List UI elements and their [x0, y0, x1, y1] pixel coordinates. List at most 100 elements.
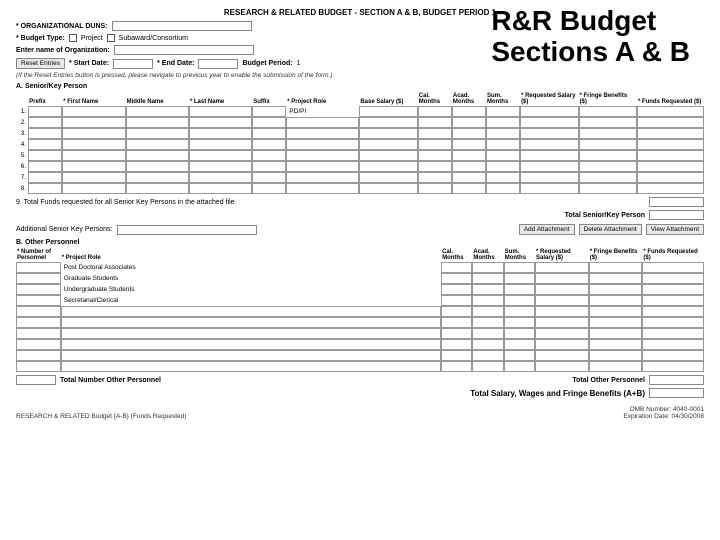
sum-months-input[interactable] — [504, 339, 535, 350]
prefix-input[interactable] — [28, 172, 62, 183]
fringe-input[interactable] — [579, 106, 637, 117]
cal-months-input[interactable] — [441, 262, 472, 273]
acad-months-input[interactable] — [472, 306, 503, 317]
sum-months-input[interactable] — [504, 328, 535, 339]
req-salary-input[interactable] — [535, 328, 589, 339]
role-input[interactable] — [61, 339, 441, 350]
middle-name-input[interactable] — [126, 106, 189, 117]
funds-input[interactable] — [637, 172, 704, 183]
sum-months-input[interactable] — [504, 284, 535, 295]
middle-name-input[interactable] — [126, 128, 189, 139]
reset-button[interactable]: Reset Entries — [16, 58, 65, 69]
suffix-input[interactable] — [252, 106, 286, 117]
cal-months-input[interactable] — [418, 128, 452, 139]
cal-months-input[interactable] — [441, 328, 472, 339]
role-input[interactable] — [286, 128, 359, 139]
org-name-input[interactable] — [114, 45, 254, 55]
funds-input[interactable] — [637, 128, 704, 139]
duns-input[interactable] — [112, 21, 252, 31]
fringe-input[interactable] — [579, 139, 637, 150]
acad-months-input[interactable] — [452, 183, 486, 194]
funds-input[interactable] — [637, 161, 704, 172]
num-personnel-input[interactable] — [16, 328, 61, 339]
funds-input[interactable] — [637, 117, 704, 128]
acad-months-input[interactable] — [452, 128, 486, 139]
view-attachment-button[interactable]: View Attachment — [646, 224, 704, 235]
fringe-input[interactable] — [589, 262, 643, 273]
suffix-input[interactable] — [252, 172, 286, 183]
req-salary-input[interactable] — [520, 183, 578, 194]
fringe-input[interactable] — [579, 150, 637, 161]
num-personnel-input[interactable] — [16, 339, 61, 350]
req-salary-input[interactable] — [520, 106, 578, 117]
prefix-input[interactable] — [28, 128, 62, 139]
req-salary-input[interactable] — [535, 350, 589, 361]
cal-months-input[interactable] — [441, 295, 472, 306]
funds-input[interactable] — [637, 183, 704, 194]
last-name-input[interactable] — [189, 117, 252, 128]
prefix-input[interactable] — [28, 139, 62, 150]
sum-months-input[interactable] — [486, 172, 520, 183]
funds-input[interactable] — [642, 361, 704, 372]
start-date-input[interactable] — [113, 59, 153, 69]
add-attachment-button[interactable]: Add Attachment — [519, 224, 575, 235]
prefix-input[interactable] — [28, 106, 62, 117]
funds-input[interactable] — [642, 328, 704, 339]
sum-months-input[interactable] — [504, 317, 535, 328]
role-input[interactable] — [61, 361, 441, 372]
sum-months-input[interactable] — [486, 128, 520, 139]
num-personnel-input[interactable] — [16, 284, 61, 295]
middle-name-input[interactable] — [126, 117, 189, 128]
base-salary-input[interactable] — [359, 183, 417, 194]
funds-input[interactable] — [642, 284, 704, 295]
num-personnel-input[interactable] — [16, 350, 61, 361]
cal-months-input[interactable] — [418, 172, 452, 183]
req-salary-input[interactable] — [535, 295, 589, 306]
req-salary-input[interactable] — [535, 284, 589, 295]
acad-months-input[interactable] — [452, 161, 486, 172]
acad-months-input[interactable] — [472, 317, 503, 328]
funds-input[interactable] — [642, 317, 704, 328]
fringe-input[interactable] — [589, 350, 643, 361]
num-personnel-input[interactable] — [16, 295, 61, 306]
base-salary-input[interactable] — [359, 128, 417, 139]
fringe-input[interactable] — [579, 117, 637, 128]
fringe-input[interactable] — [589, 295, 643, 306]
project-checkbox[interactable] — [69, 34, 77, 42]
fringe-input[interactable] — [589, 306, 643, 317]
suffix-input[interactable] — [252, 161, 286, 172]
total-other-input[interactable] — [649, 375, 704, 385]
fringe-input[interactable] — [589, 361, 643, 372]
base-salary-input[interactable] — [359, 150, 417, 161]
cal-months-input[interactable] — [441, 317, 472, 328]
req-salary-input[interactable] — [535, 306, 589, 317]
num-personnel-input[interactable] — [16, 317, 61, 328]
req-salary-input[interactable] — [520, 161, 578, 172]
role-input[interactable] — [61, 350, 441, 361]
req-salary-input[interactable] — [535, 262, 589, 273]
acad-months-input[interactable] — [472, 350, 503, 361]
prefix-input[interactable] — [28, 150, 62, 161]
base-salary-input[interactable] — [359, 161, 417, 172]
req-salary-input[interactable] — [535, 273, 589, 284]
acad-months-input[interactable] — [472, 328, 503, 339]
funds-input[interactable] — [642, 262, 704, 273]
first-name-input[interactable] — [62, 139, 125, 150]
req-salary-input[interactable] — [520, 128, 578, 139]
first-name-input[interactable] — [62, 161, 125, 172]
cal-months-input[interactable] — [441, 361, 472, 372]
fringe-input[interactable] — [589, 328, 643, 339]
acad-months-input[interactable] — [472, 273, 503, 284]
base-salary-input[interactable] — [359, 106, 417, 117]
cal-months-input[interactable] — [418, 117, 452, 128]
first-name-input[interactable] — [62, 150, 125, 161]
subaward-checkbox[interactable] — [107, 34, 115, 42]
role-input[interactable] — [61, 306, 441, 317]
last-name-input[interactable] — [189, 139, 252, 150]
role-input[interactable] — [286, 183, 359, 194]
delete-attachment-button[interactable]: Delete Attachment — [579, 224, 642, 235]
fringe-input[interactable] — [589, 339, 643, 350]
cal-months-input[interactable] — [418, 183, 452, 194]
acad-months-input[interactable] — [452, 139, 486, 150]
funds-input[interactable] — [637, 139, 704, 150]
